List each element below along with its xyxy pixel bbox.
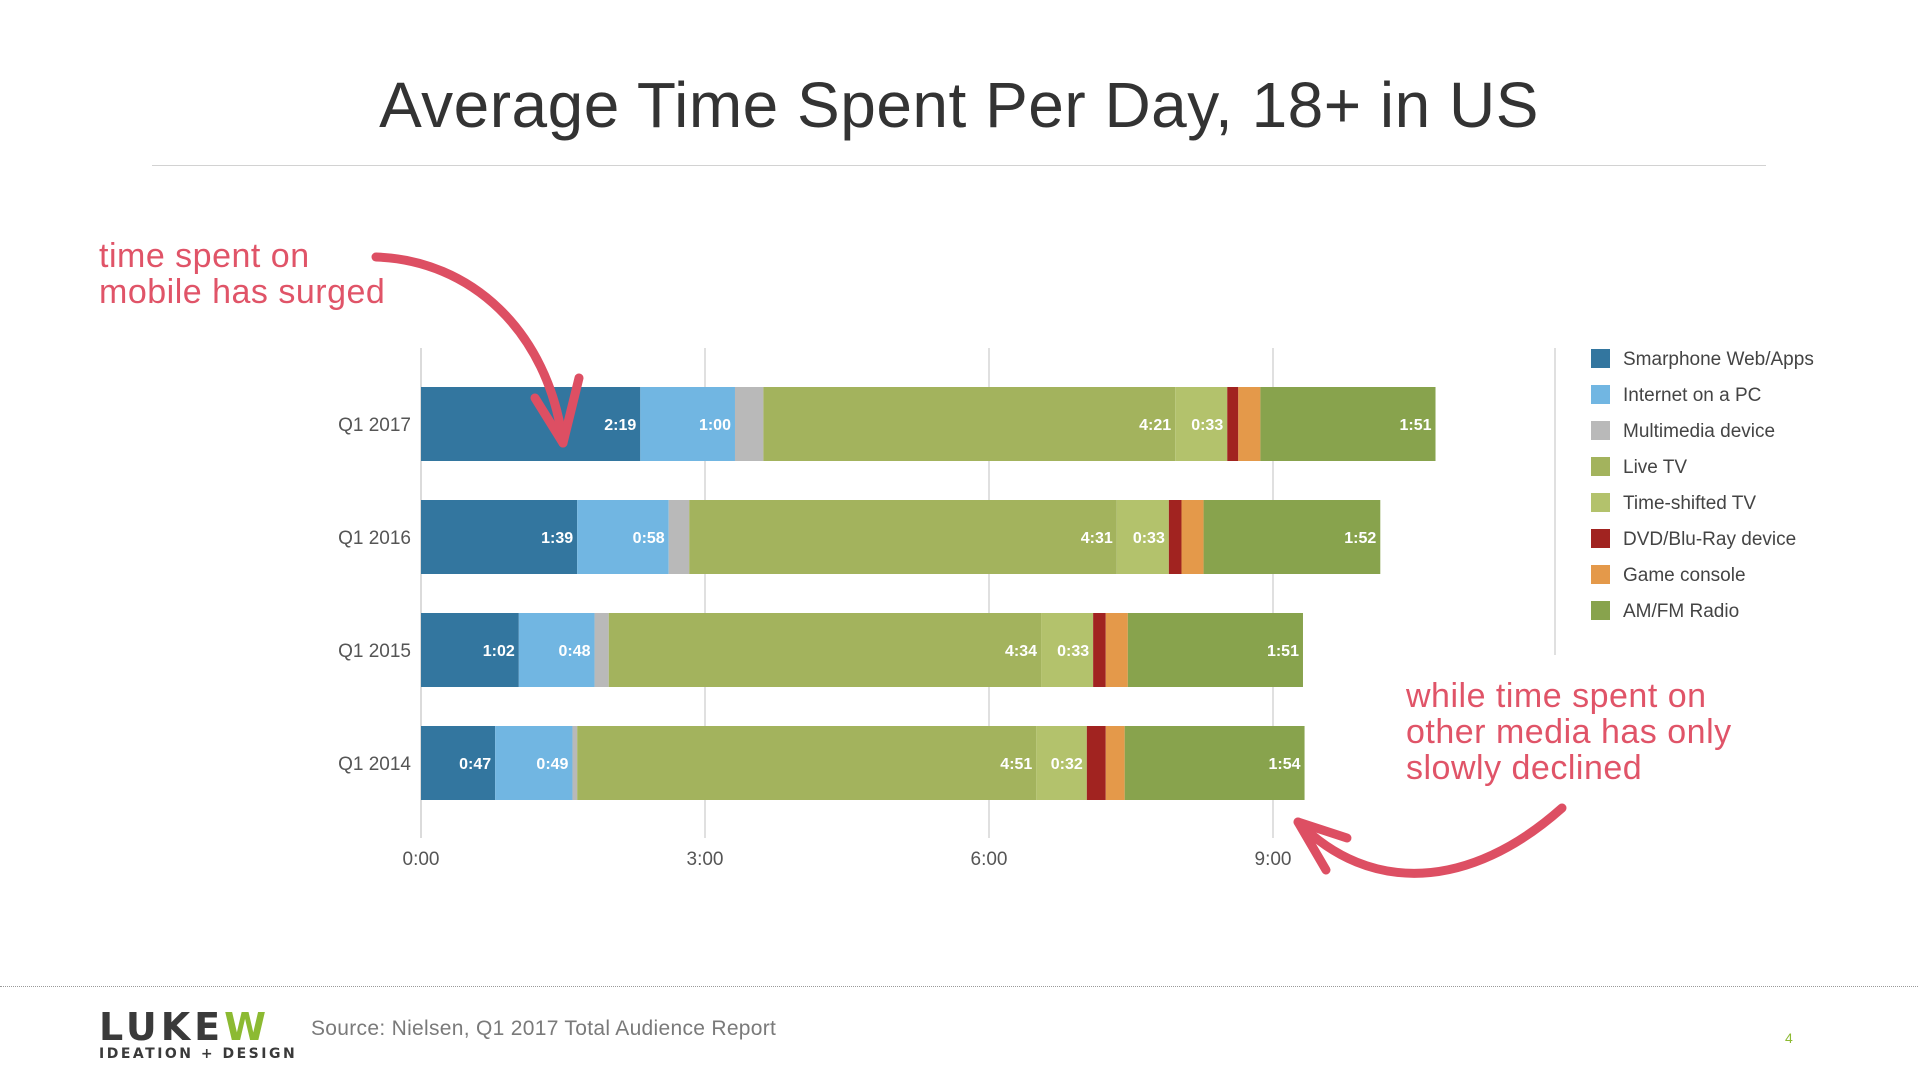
x-tick-label: 3:00	[687, 849, 724, 870]
slide-title: Average Time Spent Per Day, 18+ in US	[379, 69, 1539, 141]
legend-label: AM/FM Radio	[1623, 601, 1739, 622]
legend-swatch	[1591, 565, 1610, 584]
bar-segment	[577, 500, 669, 574]
x-tick-label: 6:00	[971, 849, 1008, 870]
bar-value-label: 1:51	[1267, 643, 1299, 660]
bar-value-label: 1:54	[1269, 756, 1301, 773]
annotation-slow-decline: while time spent on other media has only…	[1406, 678, 1732, 786]
bar-segment	[572, 726, 578, 800]
bar-value-label: 0:33	[1057, 643, 1089, 660]
bar-segment	[1086, 726, 1106, 800]
bar-segment	[1127, 613, 1303, 687]
bar-segment	[668, 500, 690, 574]
legend-label: Multimedia device	[1623, 421, 1775, 442]
legend-swatch	[1591, 385, 1610, 404]
legend-label: Internet on a PC	[1623, 385, 1761, 406]
legend-swatch	[1591, 421, 1610, 440]
bar-segment	[734, 387, 764, 461]
category-label: Q1 2015	[338, 641, 411, 662]
annotation-mobile-surged: time spent on mobile has surged	[99, 238, 385, 310]
axes: 0:00 3:00 6:00 9:00 Q1 2017 Q1 2016 Q1 2015 Q1 …	[338, 415, 1291, 870]
bar-segment	[421, 613, 519, 687]
bar-value-label: 0:33	[1133, 530, 1165, 547]
bar-segment	[1181, 500, 1204, 574]
bar-value-label: 0:32	[1051, 756, 1083, 773]
logo-tagline: IDEATION + DESIGN	[99, 1046, 298, 1062]
bar-segment	[1175, 387, 1228, 461]
bar-value-label: 4:31	[1081, 530, 1113, 547]
data-labels: 2:19 1:00 4:21 0:33 1:51 1:39 0:58 4:31 0:33 1:52…	[459, 417, 1431, 773]
x-tick-label: 9:00	[1255, 849, 1292, 870]
title-divider	[152, 165, 1766, 166]
bar-segment	[1105, 726, 1125, 800]
bars	[421, 387, 1436, 800]
bar-value-label: 4:34	[1005, 643, 1037, 660]
legend-swatch	[1591, 457, 1610, 476]
bar-segment	[577, 726, 1037, 800]
bar-segment	[1260, 387, 1436, 461]
bar-value-label: 1:39	[541, 530, 573, 547]
bar-segment	[1124, 726, 1305, 800]
category-label: Q1 2014	[338, 754, 411, 775]
bar-segment	[1093, 613, 1106, 687]
bar-value-label: 0:48	[559, 643, 591, 660]
category-label: Q1 2016	[338, 528, 411, 549]
legend-swatch	[1591, 493, 1610, 512]
bar-value-label: 4:21	[1139, 417, 1171, 434]
logo-wordmark-accent: W	[224, 1005, 271, 1049]
bar-segment	[421, 387, 641, 461]
bar-value-label: 1:02	[483, 643, 515, 660]
bar-segment	[421, 500, 578, 574]
bar-segment	[1105, 613, 1128, 687]
annotation-line: mobile has surged	[99, 273, 386, 311]
legend-swatch	[1591, 601, 1610, 620]
legend-swatch	[1591, 349, 1610, 368]
bar-segment	[1203, 500, 1381, 574]
legend-label: Time-shifted TV	[1623, 493, 1756, 514]
bar-segment	[763, 387, 1176, 461]
bar-segment	[1227, 387, 1239, 461]
bar-value-label: 1:00	[699, 417, 731, 434]
bar-segment	[594, 613, 609, 687]
bar-segment	[421, 726, 496, 800]
footer-divider	[0, 986, 1918, 987]
source-note: Source: Nielsen, Q1 2017 Total Audience …	[311, 1017, 777, 1040]
bar-segment	[495, 726, 573, 800]
bar-segment	[640, 387, 735, 461]
legend: Smarphone Web/Apps Internet on a PC Multim…	[1554, 348, 1814, 655]
bar-value-label: 1:52	[1344, 530, 1376, 547]
bar-value-label: 0:47	[459, 756, 491, 773]
annotation-line: time spent on	[99, 237, 310, 275]
bar-segment	[1036, 726, 1087, 800]
x-tick-label: 0:00	[403, 849, 440, 870]
legend-label: Game console	[1623, 565, 1746, 586]
category-label: Q1 2017	[338, 415, 411, 436]
bar-value-label: 0:33	[1191, 417, 1223, 434]
bar-segment	[689, 500, 1117, 574]
bar-segment	[518, 613, 595, 687]
bar-value-label: 0:58	[633, 530, 665, 547]
legend-label: DVD/Blu-Ray device	[1623, 529, 1796, 550]
bar-segment	[1041, 613, 1094, 687]
bar-segment	[1238, 387, 1261, 461]
bar-value-label: 2:19	[604, 417, 636, 434]
annotation-line: while time spent on	[1406, 677, 1707, 715]
company-logo: LUKEW IDEATION + DESIGN	[99, 1008, 298, 1062]
legend-label: Live TV	[1623, 457, 1687, 478]
legend-label: Smarphone Web/Apps	[1623, 349, 1814, 370]
annotation-arrow-bottom	[1293, 803, 1567, 878]
page-number: 4	[1785, 1030, 1793, 1046]
annotation-line: slowly declined	[1406, 749, 1643, 787]
bar-segment	[1168, 500, 1182, 574]
legend-swatch	[1591, 529, 1610, 548]
bar-value-label: 0:49	[536, 756, 568, 773]
bar-value-label: 4:51	[1000, 756, 1032, 773]
annotation-line: other media has only	[1406, 713, 1732, 751]
bar-segment	[1116, 500, 1169, 574]
logo-wordmark: LUKE	[99, 1005, 225, 1049]
bar-segment	[608, 613, 1042, 687]
bar-value-label: 1:51	[1399, 417, 1431, 434]
annotation-arrow-top	[371, 252, 584, 448]
